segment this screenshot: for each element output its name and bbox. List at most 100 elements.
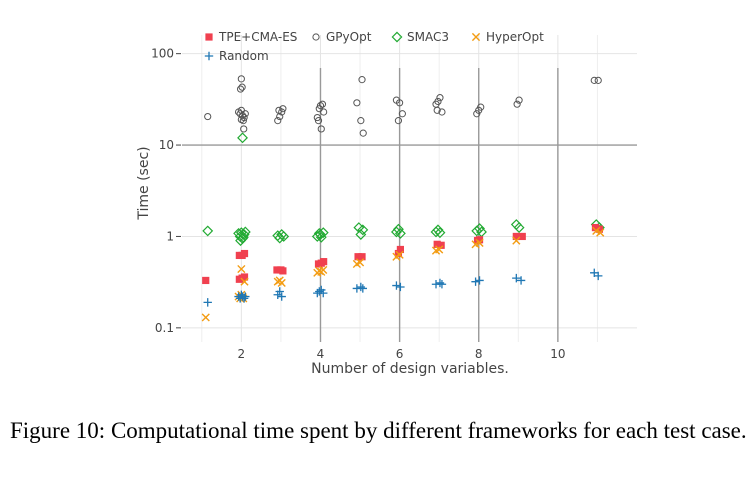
random-point (516, 276, 526, 285)
gpyopt-point (434, 97, 442, 106)
gpyopt-point (316, 102, 325, 110)
tpe-cma-es-point (518, 232, 526, 241)
random-point (241, 292, 250, 301)
x-tick-label: 4 (317, 347, 325, 361)
smac3-point (474, 223, 485, 235)
random-point (392, 281, 401, 290)
hyperopt-point (596, 228, 605, 237)
figure-caption: Figure 10: Computational time spent by d… (10, 418, 747, 443)
random-point (471, 277, 480, 286)
tpe-cma-es-point (512, 232, 520, 241)
hyperopt-point (240, 277, 249, 286)
smac3-point (430, 226, 442, 238)
gpyopt-point (240, 125, 248, 133)
random-point (512, 273, 521, 283)
gpyopt-point (394, 117, 403, 125)
tpe-cma-es-point (358, 253, 366, 261)
gpyopt-point (438, 108, 446, 116)
gpyopt-point (275, 106, 283, 114)
tpe-cma-es-point (591, 223, 600, 232)
gpyopt-point (274, 117, 282, 125)
hyperopt-point (201, 313, 210, 322)
tpe-cma-es-point (320, 258, 328, 266)
tpe-cma-es-point (437, 241, 445, 249)
scatter-chart: 0.1 1 10 100 2 4 6 8 10 TPE+CMA-ES GPyOpt SMAC3 Hyp… (136, 30, 637, 377)
tpe-cma-es-point (279, 267, 287, 275)
gpyopt-point (396, 99, 404, 107)
gpyopt-point (236, 85, 245, 93)
random-point (356, 282, 366, 292)
smac3-point (513, 222, 525, 234)
gpyopt-point (317, 125, 325, 133)
grid (182, 35, 637, 342)
gpyopt-point (353, 99, 361, 107)
legend-marker-hyperopt (471, 32, 481, 42)
x-tick-label: 6 (396, 347, 404, 361)
gpyopt-point (359, 129, 367, 137)
random-point (315, 287, 324, 296)
smac3-point (202, 225, 214, 237)
legend-marker-smac3 (391, 31, 403, 43)
smac3-point (510, 219, 522, 230)
random-point (319, 288, 328, 298)
tpe-cma-es-point (202, 276, 210, 285)
hyperopt-point (319, 265, 328, 275)
hyperopt-point (277, 278, 286, 288)
x-tick-label: 2 (238, 347, 246, 361)
y-tick-label: 1 (166, 229, 174, 243)
tpe-cma-es-point (240, 273, 249, 281)
smac3-point (357, 224, 369, 236)
y-tick-label: 10 (159, 138, 174, 152)
smac3-point (239, 226, 251, 238)
smac3-point (317, 227, 329, 239)
y-tick-label: 100 (151, 47, 174, 61)
gpyopt-point (320, 108, 328, 116)
gpyopt-point (239, 117, 247, 125)
gpyopt-point (473, 110, 481, 118)
smac3-point (434, 227, 446, 239)
gpyopt-point (436, 94, 444, 102)
random-point (475, 276, 484, 285)
legend-label-tpe-cma-es: TPE+CMA-ES (218, 30, 297, 44)
gpyopt-point (590, 76, 598, 84)
gpyopt-point (358, 76, 366, 84)
smac3-point (315, 229, 326, 240)
gpyopt-point (594, 76, 602, 84)
legend-label-random: Random (219, 49, 269, 63)
tpe-cma-es-point (475, 236, 484, 244)
tpe-cma-es-point (433, 240, 441, 248)
legend-label-hyperopt: HyperOpt (486, 30, 544, 44)
tpe-cma-es-point (273, 266, 281, 274)
legend-label-gpyopt: GPyOpt (326, 30, 372, 44)
random-point (275, 287, 284, 296)
hyperopt-point (512, 236, 521, 245)
gpyopt-point (513, 100, 521, 108)
hyperopt-point (475, 238, 484, 247)
hyperopt-point (237, 264, 246, 274)
x-axis-title: Number of design variables. (311, 361, 509, 377)
legend-marker-random (204, 51, 214, 61)
random-point (435, 278, 445, 288)
hyperopt-point (435, 245, 444, 254)
random-point (239, 294, 249, 303)
tpe-cma-es-point (354, 253, 362, 261)
smac3-point (235, 235, 247, 247)
legend-marker-gpyopt (312, 33, 320, 41)
gpyopt-point (204, 112, 212, 121)
gpyopt-point (279, 105, 287, 113)
tpe-cma-es-point (240, 249, 249, 258)
legend-label-smac3: SMAC3 (407, 30, 449, 44)
tpe-cma-es-point (396, 245, 404, 254)
random-point (203, 298, 212, 307)
gpyopt-point (238, 83, 246, 91)
smac3-point (392, 223, 404, 235)
legend-marker-tpe-cma-es (205, 33, 213, 41)
smac3-point (278, 230, 290, 242)
smac3-point (394, 227, 406, 239)
random-point (277, 292, 286, 301)
x-tick-label: 8 (475, 347, 483, 361)
random-point (437, 280, 447, 289)
random-point (358, 284, 368, 293)
smac3-point (237, 132, 248, 144)
random-point (594, 271, 603, 281)
